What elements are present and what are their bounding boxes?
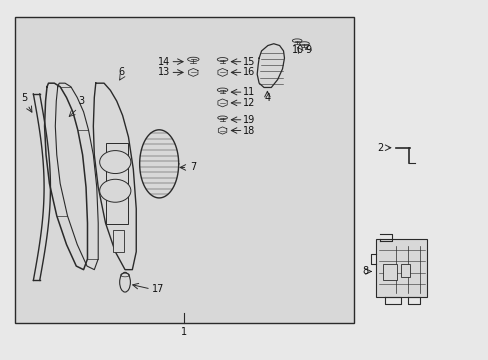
Bar [375,239,427,297]
Text: 11: 11 [243,87,255,97]
Text: 19: 19 [243,115,255,125]
Text: 16: 16 [243,67,255,77]
Circle shape [100,150,131,174]
Text: 12: 12 [243,98,255,108]
Text: 4: 4 [264,93,270,103]
FancyBboxPatch shape [106,143,128,224]
Bar [400,264,409,277]
Text: 1: 1 [180,327,186,337]
Text: 5: 5 [21,93,27,103]
Bar [383,264,396,280]
Text: 8: 8 [362,266,368,276]
Text: 2: 2 [376,143,383,153]
Circle shape [100,179,131,202]
Text: 14: 14 [158,57,170,67]
Text: 6: 6 [118,67,124,77]
Text: 15: 15 [243,57,255,67]
Bar [15,17,353,323]
Text: 18: 18 [243,126,255,135]
Ellipse shape [120,273,130,292]
Text: 13: 13 [158,67,170,77]
Bar [113,230,124,252]
Text: 3: 3 [78,96,84,106]
Text: 17: 17 [152,284,164,294]
Text: 10: 10 [291,45,304,55]
Text: 9: 9 [305,45,311,55]
Text: 7: 7 [189,162,196,172]
